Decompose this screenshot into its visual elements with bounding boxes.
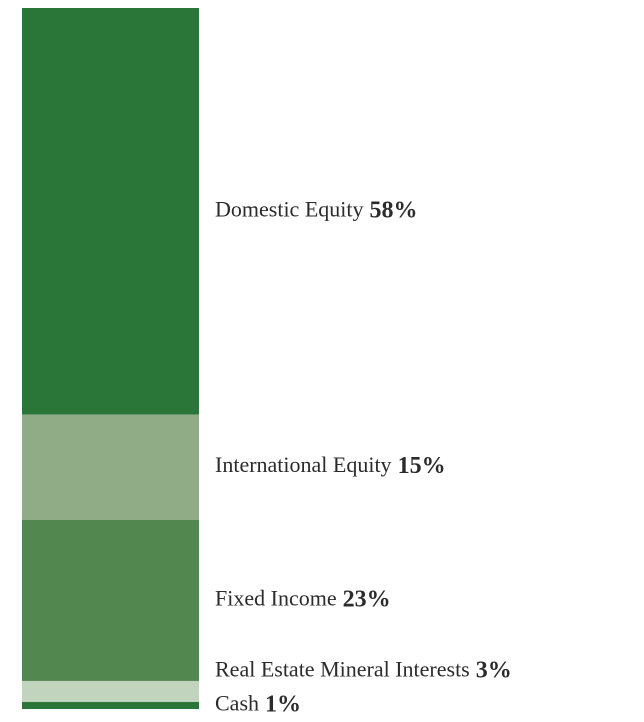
bar-segment <box>22 519 199 681</box>
segment-label: Real Estate Mineral Interests 3% <box>215 657 512 683</box>
segment-value: 23% <box>343 586 391 612</box>
segment-value: 58% <box>369 197 417 223</box>
segment-name: Domestic Equity <box>215 196 363 221</box>
bar-segment <box>22 8 199 415</box>
segment-value: 3% <box>476 657 512 683</box>
segment-name: International Equity <box>215 452 392 477</box>
bar-segment <box>22 680 199 702</box>
segment-name: Cash <box>215 691 259 716</box>
segment-label: Fixed Income 23% <box>215 585 391 611</box>
bar-segment <box>22 414 199 520</box>
segment-label: Cash 1% <box>215 691 301 717</box>
segment-value: 1% <box>265 691 301 717</box>
segment-name: Fixed Income <box>215 585 337 610</box>
segment-value: 15% <box>398 453 446 479</box>
segment-label: Domestic Equity 58% <box>215 196 417 222</box>
segment-name: Real Estate Mineral Interests <box>215 657 470 682</box>
bar-segment <box>22 701 199 709</box>
segment-label: International Equity 15% <box>215 452 446 478</box>
